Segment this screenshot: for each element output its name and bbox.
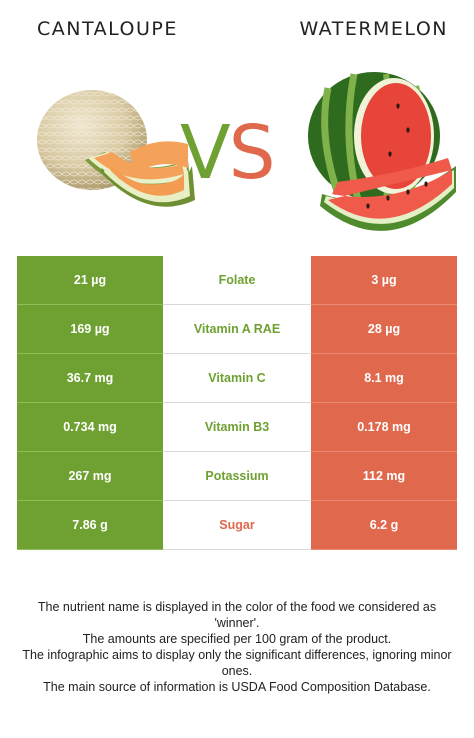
table-row: 21 µg Folate 3 µg xyxy=(17,256,457,305)
nutrient-name: Vitamin B3 xyxy=(163,403,311,452)
cantaloupe-value: 21 µg xyxy=(17,256,163,305)
watermelon-value: 6.2 g xyxy=(311,501,457,550)
table-row: 7.86 g Sugar 6.2 g xyxy=(17,501,457,550)
watermelon-image xyxy=(298,66,458,242)
nutrient-name: Sugar xyxy=(163,501,311,550)
nutrient-comparison-table: 21 µg Folate 3 µg 169 µg Vitamin A RAE 28 µg 3… xyxy=(17,256,457,550)
table-row: 0.734 mg Vitamin B3 0.178 mg xyxy=(17,403,457,452)
table-row: 36.7 mg Vitamin C 8.1 mg xyxy=(17,354,457,403)
watermelon-value: 112 mg xyxy=(311,452,457,501)
cantaloupe-value: 0.734 mg xyxy=(17,403,163,452)
cantaloupe-value: 267 mg xyxy=(17,452,163,501)
table-row: 169 µg Vitamin A RAE 28 µg xyxy=(17,305,457,354)
cantaloupe-value: 7.86 g xyxy=(17,501,163,550)
footnote-amounts: The amounts are specified per 100 gram o… xyxy=(82,632,392,646)
nutrient-name: Folate xyxy=(163,256,311,305)
table-row: 267 mg Potassium 112 mg xyxy=(17,452,457,501)
footnote-significance: The infographic aims to display only the… xyxy=(22,648,452,678)
watermelon-value: 28 µg xyxy=(311,305,457,354)
footnote-winner-color: The nutrient name is displayed in the co… xyxy=(37,600,437,630)
watermelon-value: 0.178 mg xyxy=(311,403,457,452)
nutrient-name: Potassium xyxy=(163,452,311,501)
versus-s: S xyxy=(228,110,276,196)
cantaloupe-image xyxy=(30,82,200,222)
versus-label: VS xyxy=(180,108,290,198)
watermelon-value: 3 µg xyxy=(311,256,457,305)
cantaloupe-value: 169 µg xyxy=(17,305,163,354)
footnotes: The nutrient name is displayed in the co… xyxy=(14,599,460,695)
versus-v: V xyxy=(180,110,231,196)
food-left-title: CANTALOUPE xyxy=(37,18,178,40)
nutrient-name: Vitamin A RAE xyxy=(163,305,311,354)
food-right-title: WATERMELON xyxy=(299,18,448,40)
footnote-source: The main source of information is USDA F… xyxy=(43,680,431,694)
nutrient-name: Vitamin C xyxy=(163,354,311,403)
cantaloupe-value: 36.7 mg xyxy=(17,354,163,403)
watermelon-value: 8.1 mg xyxy=(311,354,457,403)
